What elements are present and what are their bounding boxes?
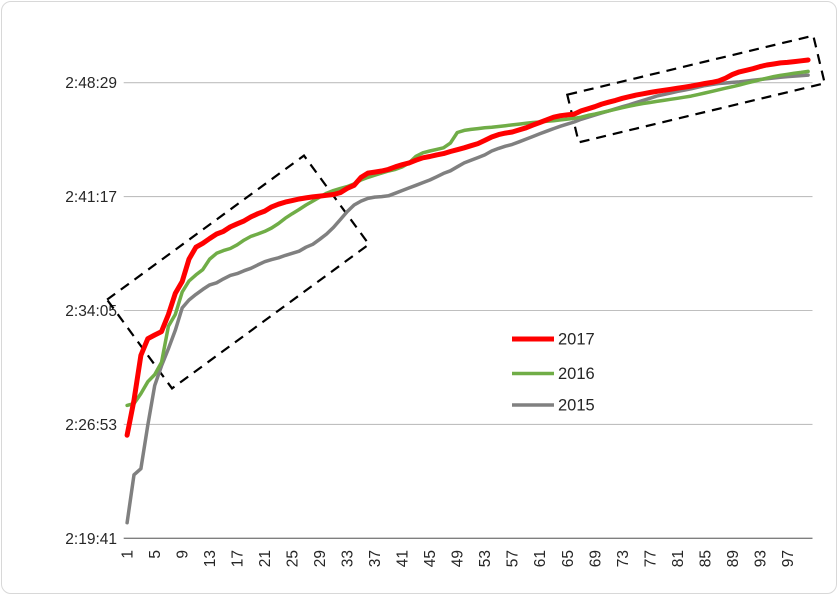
x-axis-tick-label: 65	[560, 550, 577, 567]
x-axis-tick-label: 61	[532, 550, 549, 567]
x-axis-tick-label: 41	[395, 550, 412, 567]
x-axis-tick-label: 77	[642, 550, 659, 567]
x-axis-tick-label: 13	[202, 550, 219, 567]
x-axis-tick-label: 45	[422, 550, 439, 567]
x-axis-tick-label: 89	[725, 550, 742, 567]
x-axis-tick-label: 1	[120, 550, 137, 559]
x-axis-tick-label: 21	[257, 550, 274, 567]
x-axis-tick-label: 81	[670, 550, 687, 567]
legend-label-2017: 2017	[558, 331, 595, 349]
x-axis-tick-label: 17	[230, 550, 247, 567]
y-axis-tick-label: 2:41:17	[65, 189, 117, 206]
y-axis-tick-label: 2:48:29	[65, 75, 117, 92]
legend-label-2016: 2016	[558, 365, 595, 383]
annotation-dashed-box-1	[105, 154, 371, 390]
x-axis-tick-label: 57	[505, 550, 522, 567]
x-axis-tick-label: 97	[780, 550, 797, 567]
x-axis-tick-label: 5	[147, 550, 164, 559]
x-axis-tick-label: 9	[175, 550, 192, 559]
x-axis-tick-label: 85	[697, 550, 714, 567]
x-axis-tick-label: 53	[477, 550, 494, 567]
y-axis-tick-label: 2:34:05	[65, 303, 117, 320]
legend-label-2015: 2015	[558, 397, 595, 415]
x-axis-tick-label: 29	[312, 550, 329, 567]
series-2015-line	[125, 73, 810, 525]
series-2017-line	[124, 57, 811, 438]
y-axis-tick-label: 2:19:41	[65, 531, 117, 548]
x-axis-tick-label: 49	[450, 550, 467, 567]
x-axis-tick-label: 25	[285, 550, 302, 567]
x-axis-tick-label: 73	[615, 550, 632, 567]
x-axis-tick-label: 93	[752, 550, 769, 567]
y-axis-tick-label: 2:26:53	[65, 417, 117, 434]
x-axis-tick-label: 33	[340, 550, 357, 567]
series-2016-line	[125, 69, 810, 408]
x-axis-tick-label: 69	[587, 550, 604, 567]
x-axis-tick-label: 37	[367, 550, 384, 567]
